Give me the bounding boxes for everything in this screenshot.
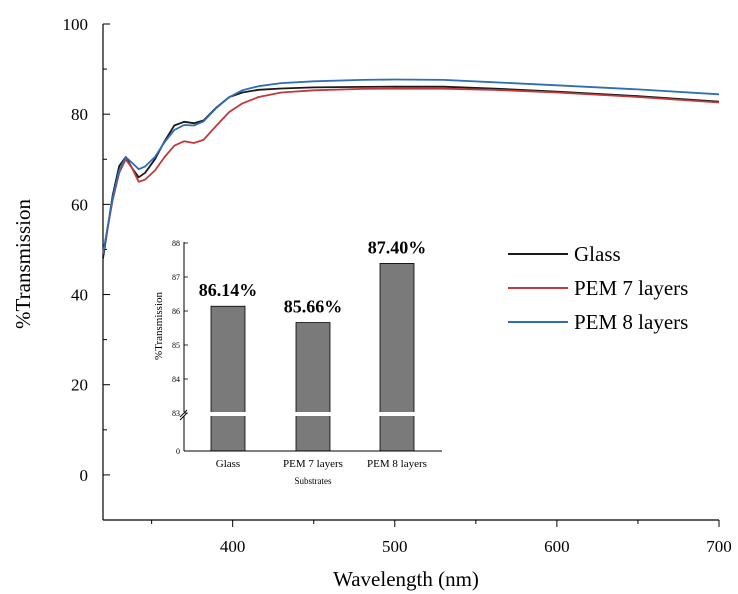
legend-label: PEM 8 layers	[574, 310, 688, 334]
bar-pem-7-layers	[295, 322, 331, 452]
inset-y-tick-label: 83	[172, 409, 180, 418]
y-tick-label: 60	[71, 195, 88, 214]
inset-bar-chart: 86.14% Glass 85.66% PEM 7 layers 87.40% PEM 8…	[153, 237, 442, 486]
y-tick-label: 80	[71, 105, 88, 124]
y-tick-label: 40	[71, 286, 88, 305]
x-tick-label: 600	[544, 537, 570, 556]
inset-y-axis-label: %Transmission	[153, 291, 165, 360]
y-tick-label: 0	[80, 466, 89, 485]
inset-x-tick-label: Glass	[216, 458, 240, 470]
inset-y-tick-label: 87	[172, 273, 180, 282]
legend: Glass PEM 7 layers PEM 8 layers	[508, 242, 688, 334]
bar-data-label: 85.66%	[284, 297, 343, 317]
x-tick-label: 400	[220, 537, 246, 556]
inset-x-tick-label: PEM 7 layers	[283, 458, 343, 470]
inset-y-tick-label: 85	[172, 341, 180, 350]
inset-y-tick-label: 0	[176, 447, 180, 456]
y-tick-label: 20	[71, 376, 88, 395]
inset-y-tick-label: 84	[172, 375, 180, 384]
legend-label: PEM 7 layers	[574, 276, 688, 300]
axis-break-mark	[179, 409, 188, 418]
bar-data-label: 87.40%	[368, 237, 427, 257]
x-tick-label: 700	[706, 537, 732, 556]
series-line-pem-8-layers	[102, 78, 720, 255]
series-line-glass	[102, 85, 720, 259]
axis-break-band	[180, 412, 442, 416]
bar-glass	[210, 305, 246, 452]
x-tick-label: 500	[382, 537, 408, 556]
main-plot-area: 400 500 600 700 0 20 40 60 80 100 Wavelength (nm)%…	[11, 15, 732, 591]
y-axis-label: %Transmission	[11, 199, 35, 329]
series-line-pem-7-layers	[102, 87, 720, 255]
x-axis-label: Wavelength (nm)	[333, 567, 479, 591]
inset-x-axis-label: Substrates	[295, 476, 332, 486]
inset-y-tick-label: 88	[172, 239, 180, 248]
inset-y-tick-label: 86	[172, 307, 180, 316]
inset-x-tick-label: PEM 8 layers	[367, 458, 427, 470]
y-tick-label: 100	[63, 15, 89, 34]
axis-break-mark	[179, 412, 188, 421]
legend-label: Glass	[574, 242, 621, 266]
bar-pem-8-layers	[379, 262, 415, 452]
bar-data-label: 86.14%	[199, 280, 258, 300]
